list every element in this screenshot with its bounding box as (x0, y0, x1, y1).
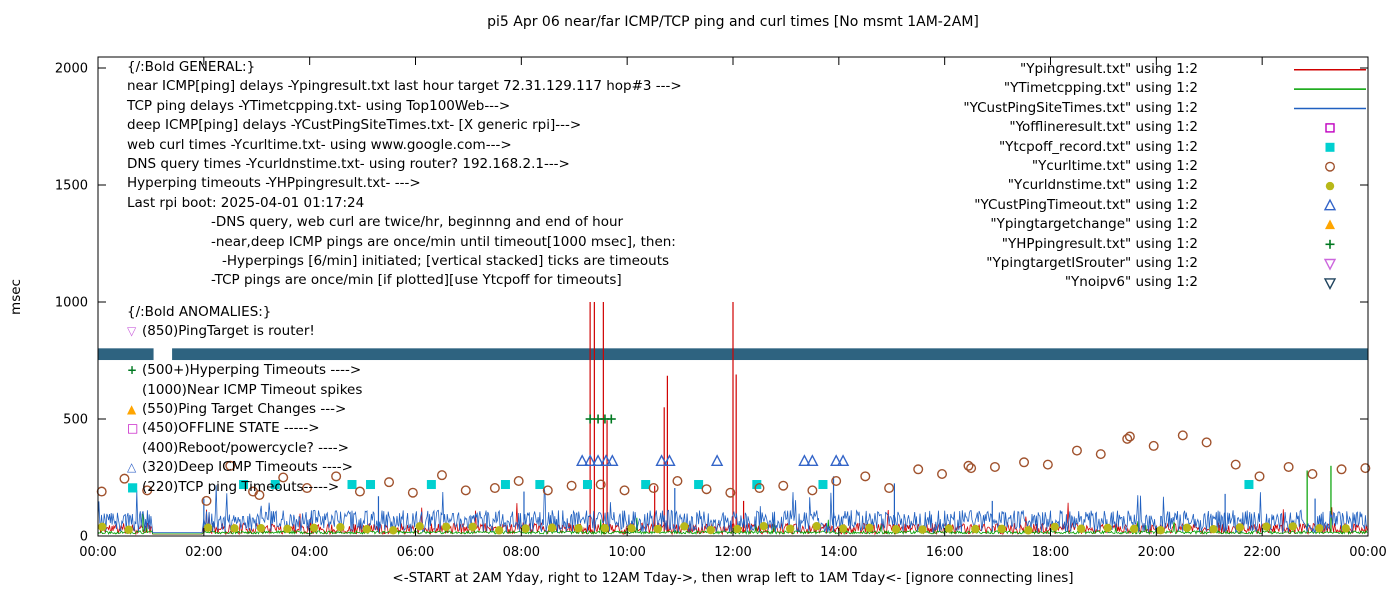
legend-entry: "YCustPingSiteTimes.txt" using 1:2 (963, 99, 1198, 116)
general-line: deep ICMP[ping] delays -YCustPingSiteTim… (127, 117, 582, 134)
legend-symbol-circle-open-icon (1324, 161, 1335, 172)
legend-entry: "Ytcpoff_record.txt" using 1:2 (998, 138, 1198, 155)
y-axis-label: msec (8, 279, 24, 315)
legend-symbol-triangle-down-open-icon (1323, 258, 1337, 271)
y-tick-label: 0 (80, 530, 88, 545)
x-tick-label: 18:00 (1032, 545, 1069, 560)
x-tick-label: 06:00 (397, 545, 434, 560)
general-line: -near,deep ICMP pings are once/min until… (211, 233, 676, 250)
general-line: Last rpi boot: 2025-04-01 01:17:24 (127, 194, 365, 211)
anomaly-text: (400)Reboot/powercycle? ----> (142, 439, 349, 456)
general-line: TCP ping delays -YTimetcpping.txt- using… (127, 97, 511, 114)
y-tick-label: 1000 (55, 296, 88, 311)
legend-entry: "YpingtargetISrouter" using 1:2 (986, 255, 1198, 272)
x-tick-label: 12:00 (714, 545, 751, 560)
anomaly-text: (450)OFFLINE STATE -----> (142, 420, 320, 437)
x-tick-label: 08:00 (503, 545, 540, 560)
general-line: {/:Bold GENERAL:} (127, 59, 256, 75)
anomalies-annotations: {/:Bold ANOMALIES:} ▽ (850)PingTarget is r… (127, 303, 362, 497)
general-line: web curl times -Ycurltime.txt- using www… (127, 136, 512, 153)
anomaly-line: (1000)Near ICMP Timeout spikes (127, 381, 362, 400)
general-annotations: {/:Bold GENERAL:} near ICMP[ping] delays … (127, 58, 682, 291)
legend-symbol-circle-filled-icon (1325, 181, 1335, 191)
anomaly-text: (220)TCP ping Timeouts-----> (142, 478, 340, 495)
legend-entry: "YHPpingresult.txt" using 1:2 (1001, 235, 1198, 252)
x-tick-label: 16:00 (926, 545, 963, 560)
x-tick-label: 00:00 (79, 545, 116, 560)
y-tick-label: 500 (63, 413, 88, 428)
anomaly-text: (500+)Hyperping Timeouts ----> (142, 362, 362, 379)
series-band-Ynoipv6 (98, 348, 1368, 361)
legend-entry: "YTimetcpping.txt" using 1:2 (1003, 80, 1198, 97)
chart-title: pi5 Apr 06 near/far ICMP/TCP ping and cu… (487, 14, 979, 30)
square-open-icon: □ (127, 421, 139, 436)
series-marker-Ycurltime.txt (96, 430, 1371, 506)
anomaly-line (127, 342, 362, 361)
legend-entry: "Ycurldnstime.txt" using 1:2 (1007, 177, 1198, 194)
general-line: -DNS query, web curl are twice/hr, begin… (211, 214, 624, 231)
general-line: near ICMP[ping] delays -Ypingresult.txt … (127, 78, 682, 95)
legend-entry: "Ypingtargetchange" using 1:2 (990, 216, 1198, 233)
triangle-up-open-icon: △ (127, 460, 137, 475)
y-tick-label: 2000 (55, 62, 88, 77)
legend-symbol-triangle-down-open-icon (1323, 278, 1337, 291)
legend-entry: "YCustPingTimeout.txt" using 1:2 (974, 196, 1198, 213)
x-tick-label: 10:00 (608, 545, 645, 560)
general-line: Hyperping timeouts -YHPpingresult.txt- -… (127, 175, 421, 192)
series-marker-Ytcpoff_record.txt (239, 480, 1254, 490)
legend: "Ypingresult.txt" using 1:2 "YTimetcpping… (963, 60, 1286, 293)
anomaly-text: (320)Deep ICMP Timeouts ----> (142, 459, 353, 476)
anomaly-line: ▲ (550)Ping Target Changes ---> (127, 400, 362, 419)
legend-entry: "Ypingresult.txt" using 1:2 (1020, 61, 1198, 77)
x-tick-label: 02:00 (185, 545, 222, 560)
legend-entry: "Yofflineresult.txt" using 1:2 (1009, 119, 1198, 136)
x-tick-label: 00:00 (1349, 545, 1386, 560)
triangle-up-filled-icon: ▲ (127, 402, 137, 417)
legend-symbol-triangle-up-open-icon (1323, 198, 1337, 211)
triangle-down-open-icon: ▽ (127, 324, 137, 339)
legend-symbol-plus-icon (1325, 239, 1335, 249)
square-filled-icon: ■ (127, 479, 139, 494)
anomaly-line: △ (320)Deep ICMP Timeouts ----> (127, 458, 362, 477)
anomaly-line: {/:Bold ANOMALIES:} (127, 303, 362, 322)
legend-entry: "Ycurltime.txt" using 1:2 (1031, 158, 1198, 175)
anomaly-text: (550)Ping Target Changes ---> (142, 401, 347, 418)
x-tick-label: 14:00 (820, 545, 857, 560)
anomaly-text: (850)PingTarget is router! (142, 323, 315, 340)
general-line: DNS query times -Ycurldnstime.txt- using… (127, 156, 570, 173)
series-marker-YCustPingTimeout.txt (576, 454, 850, 467)
x-tick-label: 22:00 (1243, 545, 1280, 560)
legend-symbol-square-filled-icon (1325, 142, 1335, 152)
legend-symbol-square-open-icon (1325, 123, 1335, 133)
series-marker-Ycurldnstime.txt (98, 521, 1350, 535)
x-tick-label: 20:00 (1138, 545, 1175, 560)
x-tick-label: 04:00 (291, 545, 328, 560)
anomaly-line: + (500+)Hyperping Timeouts ----> (127, 361, 362, 380)
general-line: -Hyperpings [6/min] initiated; [vertical… (222, 253, 670, 270)
anomaly-text: {/:Bold ANOMALIES:} (127, 304, 272, 320)
legend-entry: "Ynoipv6" using 1:2 (1064, 274, 1198, 291)
anomaly-line: □ (450)OFFLINE STATE -----> (127, 419, 362, 438)
anomaly-text: (1000)Near ICMP Timeout spikes (142, 381, 363, 398)
axes: 0 500 1000 1500 2000 00:00 02:00 04:00 06:00 08:0… (55, 56, 1387, 560)
y-tick-label: 1500 (55, 179, 88, 194)
anomaly-line: ▽ (850)PingTarget is router! (127, 322, 362, 341)
series-marker-YHPpingresult.txt (585, 414, 616, 424)
general-line: -TCP pings are once/min [if plotted][use… (211, 272, 622, 289)
anomaly-line: (400)Reboot/powercycle? ----> (127, 439, 362, 458)
anomaly-line: ■ (220)TCP ping Timeouts-----> (127, 478, 362, 497)
x-axis-label: <-START at 2AM Yday, right to 12AM Tday-… (392, 570, 1074, 586)
plus-icon: + (127, 363, 138, 378)
legend-symbol-triangle-up-filled-icon (1325, 219, 1335, 230)
